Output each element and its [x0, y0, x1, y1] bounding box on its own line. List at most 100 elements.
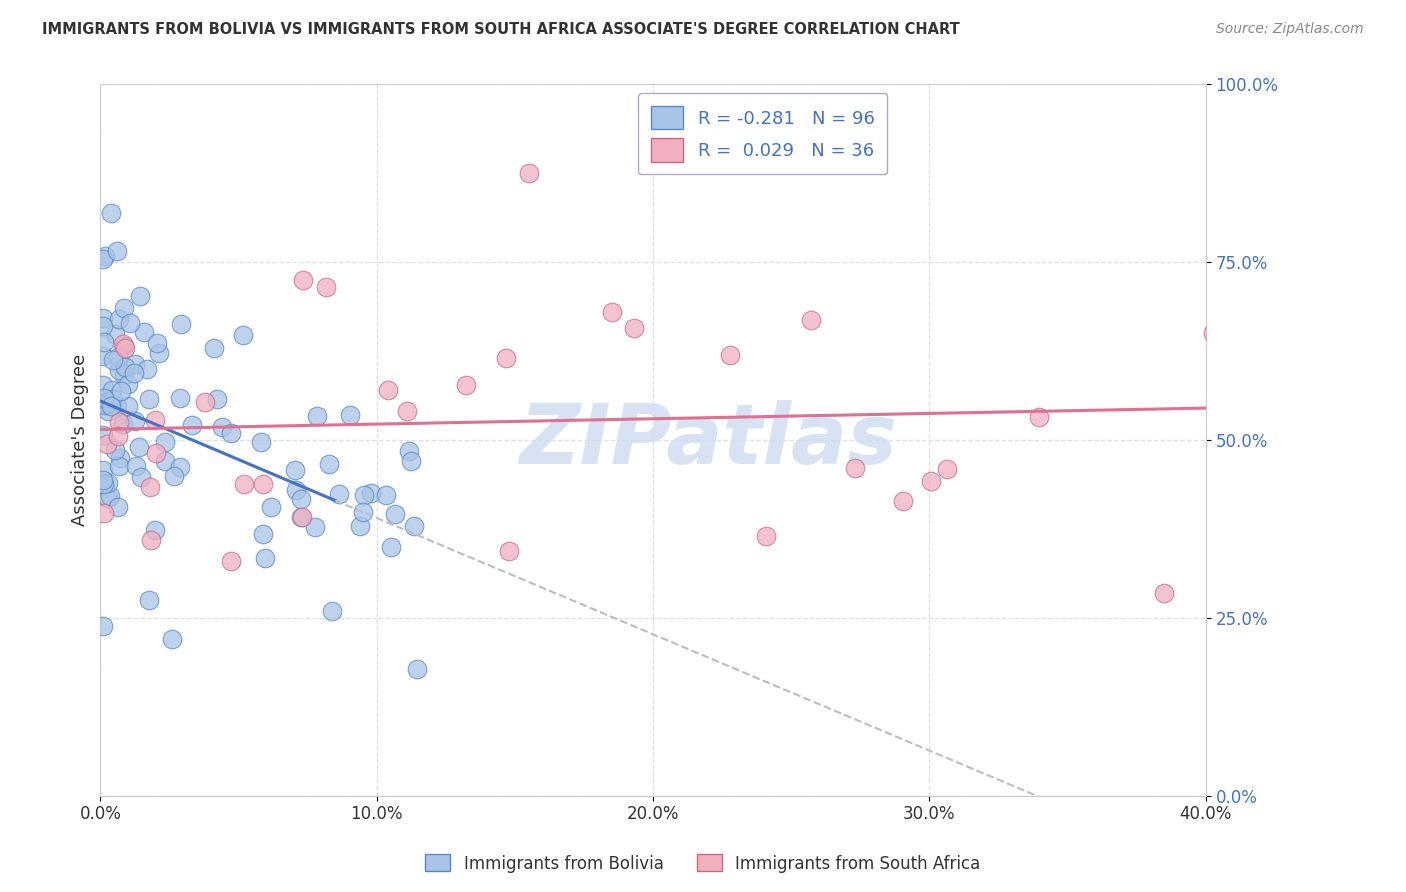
Point — [1202, 326, 1225, 340]
Point — [111, 417, 134, 431]
Point — [97, 476, 120, 491]
Point — [1153, 586, 1175, 600]
Point — [114, 341, 136, 355]
Point — [891, 493, 914, 508]
Point — [138, 392, 160, 406]
Point — [112, 368, 135, 383]
Point — [91, 619, 114, 633]
Point — [143, 523, 166, 537]
Point — [103, 392, 125, 406]
Point — [135, 362, 157, 376]
Point — [194, 394, 217, 409]
Point — [107, 459, 129, 474]
Point — [110, 384, 132, 399]
Point — [138, 592, 160, 607]
Point — [623, 321, 645, 335]
Point — [284, 463, 307, 477]
Point — [384, 508, 406, 522]
Point — [112, 339, 135, 353]
Point — [105, 244, 128, 258]
Point — [93, 476, 115, 491]
Point — [380, 540, 402, 554]
Point — [163, 468, 186, 483]
Point — [233, 476, 256, 491]
Point — [252, 526, 274, 541]
Point — [799, 313, 821, 327]
Point — [93, 396, 115, 410]
Point — [153, 454, 176, 468]
Point — [100, 399, 122, 413]
Point — [328, 487, 350, 501]
Point — [395, 404, 418, 418]
Point — [124, 414, 146, 428]
Point — [107, 500, 129, 514]
Point — [105, 400, 128, 414]
Point — [207, 392, 229, 406]
Point — [374, 487, 396, 501]
Point — [128, 440, 150, 454]
Point — [122, 366, 145, 380]
Point — [107, 415, 129, 429]
Point — [169, 391, 191, 405]
Point — [290, 510, 312, 524]
Point — [97, 404, 120, 418]
Point — [153, 435, 176, 450]
Point — [456, 377, 478, 392]
Point — [349, 519, 371, 533]
Point — [353, 504, 375, 518]
Point — [315, 280, 337, 294]
Point — [96, 436, 118, 450]
Point — [91, 252, 114, 266]
Point — [600, 304, 623, 318]
Point — [91, 378, 114, 392]
Point — [94, 249, 117, 263]
Point — [110, 451, 132, 466]
Point — [104, 442, 127, 457]
Point — [93, 335, 115, 350]
Point — [284, 483, 307, 497]
Text: ZIPatlas: ZIPatlas — [519, 400, 897, 481]
Text: IMMIGRANTS FROM BOLIVIA VS IMMIGRANTS FROM SOUTH AFRICA ASSOCIATE'S DEGREE CORRE: IMMIGRANTS FROM BOLIVIA VS IMMIGRANTS FR… — [42, 22, 960, 37]
Point — [339, 408, 361, 422]
Point — [404, 519, 426, 533]
Legend: R = -0.281   N = 96, R =  0.029   N = 36: R = -0.281 N = 96, R = 0.029 N = 36 — [638, 94, 887, 174]
Point — [353, 488, 375, 502]
Point — [97, 491, 120, 506]
Point — [128, 288, 150, 302]
Point — [112, 301, 135, 316]
Point — [100, 206, 122, 220]
Point — [98, 489, 121, 503]
Point — [91, 349, 114, 363]
Point — [517, 166, 540, 180]
Point — [117, 377, 139, 392]
Point — [108, 312, 131, 326]
Point — [93, 507, 115, 521]
Point — [91, 311, 114, 326]
Point — [936, 462, 959, 476]
Point — [219, 554, 242, 568]
Point — [844, 461, 866, 475]
Point — [91, 463, 114, 477]
Point — [91, 428, 114, 442]
Point — [1249, 345, 1271, 359]
Point — [134, 325, 156, 339]
Point — [920, 474, 942, 488]
Point — [97, 394, 120, 409]
Point — [124, 458, 146, 473]
Point — [169, 318, 191, 332]
Point — [755, 529, 778, 543]
Point — [101, 383, 124, 397]
Point — [318, 458, 340, 472]
Point — [498, 543, 520, 558]
Point — [291, 273, 314, 287]
Point — [304, 520, 326, 534]
Point — [146, 335, 169, 350]
Point — [399, 453, 422, 467]
Point — [260, 500, 283, 515]
Y-axis label: Associate's Degree: Associate's Degree — [72, 354, 89, 526]
Point — [107, 429, 129, 443]
Point — [305, 409, 328, 423]
Point — [141, 533, 163, 547]
Point — [211, 420, 233, 434]
Point — [93, 391, 115, 405]
